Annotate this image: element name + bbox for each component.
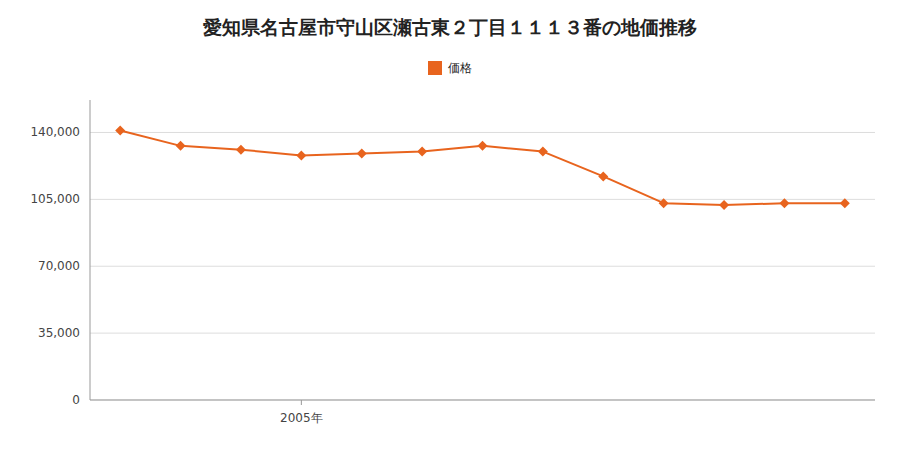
- marker: [417, 147, 427, 157]
- marker: [719, 200, 729, 210]
- chart-container: 愛知県名古屋市守山区瀬古東２丁目１１１３番の地価推移 0 35,000 70,000 1…: [0, 0, 900, 450]
- y-tick-label: 35,000: [38, 326, 80, 340]
- legend-label: 価格: [448, 61, 472, 75]
- marker: [598, 171, 608, 181]
- y-axis-line: [90, 100, 91, 400]
- marker: [357, 149, 367, 159]
- grid-line: [90, 333, 875, 334]
- y-tick-label: 0: [72, 393, 80, 407]
- marker: [296, 150, 306, 160]
- line: [120, 131, 845, 206]
- marker: [478, 141, 488, 151]
- y-tick-label: 70,000: [38, 259, 80, 273]
- grid-line: [90, 132, 875, 133]
- grid-line: [90, 199, 875, 200]
- marker: [236, 145, 246, 155]
- x-axis-line: [90, 400, 875, 401]
- x-axis: 2005年: [280, 400, 323, 425]
- y-axis: 0 35,000 70,000 105,000 140,000: [30, 125, 875, 407]
- plot-area: [115, 126, 850, 211]
- marker: [176, 141, 186, 151]
- marker: [115, 126, 125, 136]
- marker: [538, 147, 548, 157]
- legend: 価格: [428, 61, 472, 75]
- marker: [840, 198, 850, 208]
- y-tick-label: 140,000: [30, 125, 80, 139]
- title: 愛知県名古屋市守山区瀬古東２丁目１１１３番の地価推移: [203, 16, 697, 38]
- grid-line: [90, 266, 875, 267]
- grid-line: [90, 400, 875, 401]
- marker: [779, 198, 789, 208]
- chart: 愛知県名古屋市守山区瀬古東２丁目１１１３番の地価推移 0 35,000 70,000 1…: [0, 0, 900, 450]
- y-tick-label: 105,000: [30, 192, 80, 206]
- x-tick: [301, 400, 302, 405]
- x-tick-label: 2005年: [280, 411, 323, 425]
- legend-swatch: [428, 61, 442, 75]
- marker: [659, 198, 669, 208]
